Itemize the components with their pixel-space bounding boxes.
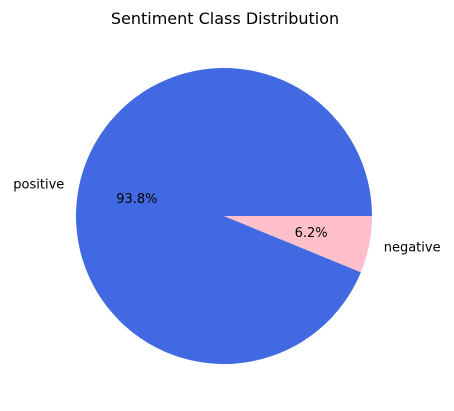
pie-slice-negative bbox=[224, 216, 372, 273]
pct-label-positive: 93.8% bbox=[116, 192, 157, 207]
category-label-positive: positive bbox=[13, 177, 64, 192]
pie-slice-positive bbox=[76, 68, 372, 365]
chart-title: Sentiment Class Distribution bbox=[111, 9, 339, 28]
pie-labels: 93.8% positive 6.2% negative bbox=[13, 177, 440, 255]
pct-label-negative: 6.2% bbox=[295, 226, 328, 241]
pie-slices bbox=[76, 68, 372, 365]
category-label-negative: negative bbox=[384, 241, 441, 256]
